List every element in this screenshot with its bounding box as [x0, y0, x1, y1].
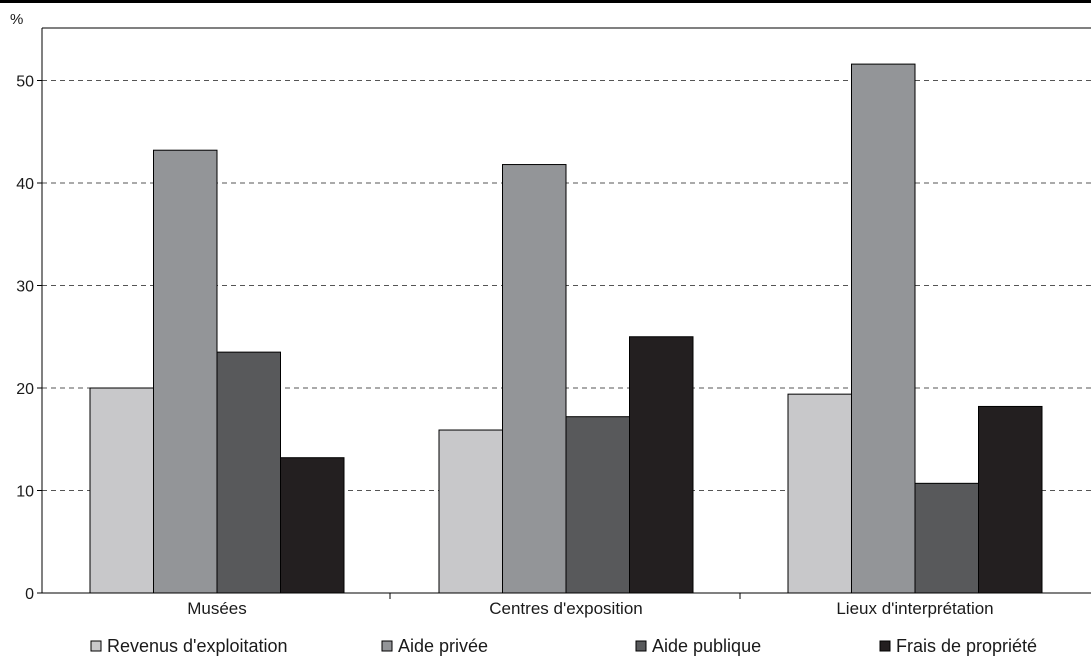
legend-label: Aide privée — [398, 636, 488, 656]
legend-swatch — [381, 640, 393, 652]
legend-swatch — [90, 640, 102, 652]
bar — [629, 336, 694, 594]
bar — [787, 393, 852, 594]
y-unit-label: % — [10, 11, 23, 28]
category-label: Lieux d'interprétation — [836, 599, 993, 618]
y-tick-label: 0 — [25, 586, 34, 603]
axes — [41, 27, 1091, 599]
bar — [914, 482, 979, 594]
legend-label: Aide publique — [652, 636, 761, 656]
bar — [280, 457, 345, 594]
legend: Revenus d'exploitation Aide privée Aide pu… — [90, 636, 1037, 656]
y-tick-label: 40 — [16, 176, 34, 193]
bar — [153, 149, 218, 594]
legend-label: Revenus d'exploitation — [107, 636, 288, 656]
y-tick-label: 30 — [16, 279, 34, 296]
bar — [216, 351, 281, 594]
legend-label: Frais de propriété — [896, 636, 1037, 656]
bar — [502, 164, 567, 594]
bar — [565, 416, 630, 594]
y-tick-label: 20 — [16, 381, 34, 398]
category-labels: Musées Centres d'exposition Lieux d'interp… — [187, 599, 993, 618]
y-tick-label: 10 — [16, 484, 34, 501]
category-label: Centres d'exposition — [489, 599, 643, 618]
legend-swatch — [635, 640, 647, 652]
bar — [978, 405, 1043, 594]
bar — [438, 429, 503, 594]
y-tick-label: 50 — [16, 74, 34, 91]
bars — [89, 63, 1043, 594]
category-label: Musées — [187, 599, 247, 618]
legend-swatch — [879, 640, 891, 652]
bar — [851, 63, 916, 594]
bar — [89, 387, 154, 594]
y-axis-ticks: 0 10 20 30 40 50 — [16, 74, 42, 603]
